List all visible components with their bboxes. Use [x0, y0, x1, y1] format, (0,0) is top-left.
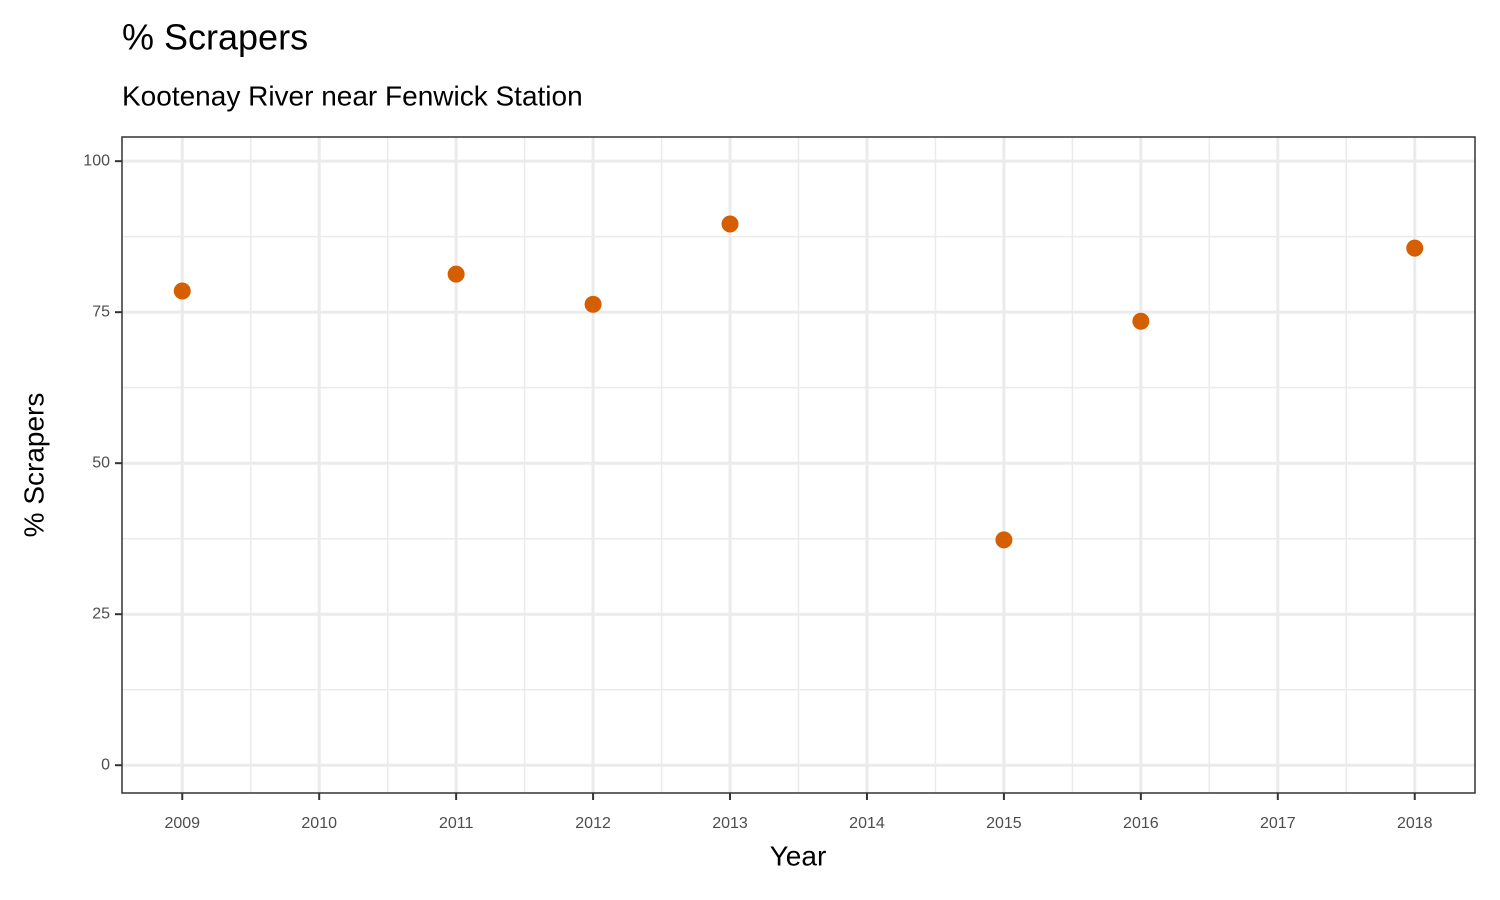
x-tick-label: 2010 — [301, 815, 337, 832]
chart-subtitle: Kootenay River near Fenwick Station — [122, 80, 583, 111]
x-tick-label: 2012 — [575, 815, 611, 832]
chart-title: % Scrapers — [122, 17, 308, 58]
point — [447, 265, 465, 283]
y-tick-label: 0 — [101, 756, 110, 773]
x-tick-label: 2009 — [164, 815, 200, 832]
y-tick-label: 75 — [92, 303, 110, 320]
point — [1132, 312, 1150, 330]
x-tick-label: 2014 — [849, 815, 885, 832]
point — [584, 295, 602, 313]
y-axis-title: % Scrapers — [18, 393, 49, 538]
point — [721, 215, 739, 233]
point — [173, 282, 191, 300]
y-tick-label: 100 — [83, 152, 110, 169]
x-tick-label: 2017 — [1260, 815, 1296, 832]
x-tick-label: 2013 — [712, 815, 748, 832]
x-tick-label: 2015 — [986, 815, 1022, 832]
y-tick-label: 25 — [92, 605, 110, 622]
panel-border — [121, 136, 1476, 794]
point — [1406, 239, 1424, 257]
x-tick-label: 2018 — [1397, 815, 1433, 832]
x-axis-title: Year — [770, 840, 827, 871]
x-tick-label: 2016 — [1123, 815, 1159, 832]
point — [995, 531, 1013, 549]
y-tick-label: 50 — [92, 454, 110, 471]
x-tick-label: 2011 — [439, 815, 474, 832]
